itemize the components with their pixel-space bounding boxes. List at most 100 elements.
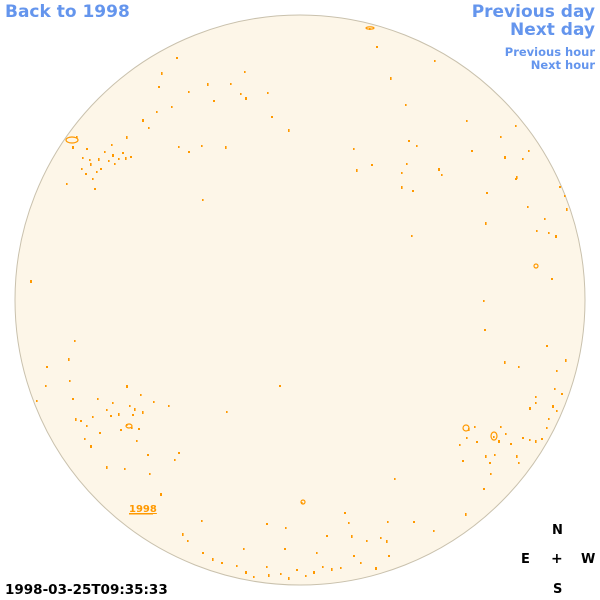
active-region-mark [178,452,180,454]
active-region-mark [527,206,529,208]
active-region-mark [505,433,507,435]
active-region-mark [122,152,124,154]
region-contour [125,423,133,429]
active-region-mark [136,440,138,442]
active-region-mark [348,522,350,524]
active-region-mark [108,160,110,162]
active-region-mark [84,438,86,440]
active-region-mark [125,157,127,160]
active-region-mark [387,521,389,523]
active-region-mark [161,72,163,75]
active-region-mark [142,119,144,122]
active-region-mark [313,571,315,574]
active-region-mark [148,127,150,129]
active-region-mark [72,146,74,149]
active-region-mark [522,437,524,439]
region-contour [365,26,375,30]
active-region-mark [134,408,136,411]
active-region-mark [386,540,388,543]
active-region-mark [466,437,468,439]
active-region-mark [438,168,440,171]
active-region-mark [471,150,473,152]
active-region-mark [69,380,71,382]
active-region-mark [114,163,116,165]
active-region-mark [566,208,568,211]
active-region-mark [90,445,92,448]
active-region-mark [86,425,88,427]
active-region-mark [212,558,214,561]
back-to-year-link[interactable]: Back to 1998 [5,2,130,22]
active-region-mark [266,566,268,568]
active-region-mark [413,521,415,523]
active-region-mark [510,443,512,445]
active-region-mark [176,57,178,59]
active-region-mark [500,136,502,138]
next-hour-link[interactable]: Next hour [530,58,595,72]
active-region-mark [112,402,114,404]
active-region-mark [89,159,91,161]
active-region-mark [555,235,557,238]
active-region-marks [30,26,568,580]
active-region-mark [405,104,407,106]
active-region-mark [202,552,204,554]
active-region-mark [288,577,290,580]
active-region-mark [268,574,270,577]
active-region-mark [202,199,204,201]
active-region-mark [156,111,158,113]
active-region-mark [305,575,307,577]
active-region-mark [388,555,390,557]
previous-hour-link[interactable]: Previous hour [504,45,595,59]
active-region-mark [546,345,548,347]
active-region-mark [412,190,414,192]
active-region-mark [528,150,530,152]
active-region-mark [518,462,520,464]
active-region-mark [433,530,435,532]
active-region-mark [160,493,162,496]
active-region-mark [366,540,368,542]
active-region-mark [462,460,464,462]
active-region-mark [504,361,506,364]
active-region-mark [483,488,485,490]
active-region-mark [522,158,524,160]
active-region-mark [130,156,132,158]
active-region-mark [544,218,546,220]
active-region-mark [174,459,176,461]
region-contour [462,424,470,432]
active-region-mark [68,358,70,361]
active-region-mark [474,426,476,428]
active-region-mark [516,455,518,458]
active-region-mark [284,548,286,550]
next-day-link[interactable]: Next day [510,20,595,40]
active-region-mark [138,428,140,430]
active-region-mark [243,548,245,550]
year-marker-label[interactable]: 1998 [129,504,157,515]
active-region-mark [178,146,180,148]
active-region-mark [86,148,88,150]
active-region-mark [356,169,358,172]
active-region-mark [201,145,203,147]
active-region-mark [106,466,108,469]
region-contour [490,431,498,441]
active-region-mark [493,436,495,438]
active-region-mark [30,280,32,283]
active-region-mark [518,366,520,368]
active-region-mark [326,535,328,537]
active-region-mark [153,401,155,403]
active-region-mark [483,300,485,302]
active-region-mark [416,145,418,147]
active-region-mark [516,176,518,179]
active-region-mark [187,540,189,542]
active-region-mark [236,565,238,567]
previous-day-link[interactable]: Previous day [471,2,595,22]
compass-west-label: W [581,552,596,567]
active-region-mark [266,523,268,525]
active-region-mark [466,120,468,122]
compass-east-label: E [521,552,530,567]
active-region-mark [92,178,94,180]
active-region-mark [66,183,68,185]
active-region-mark [245,97,247,100]
active-region-mark [74,340,76,342]
active-region-mark [253,576,255,578]
active-region-mark [288,129,290,132]
